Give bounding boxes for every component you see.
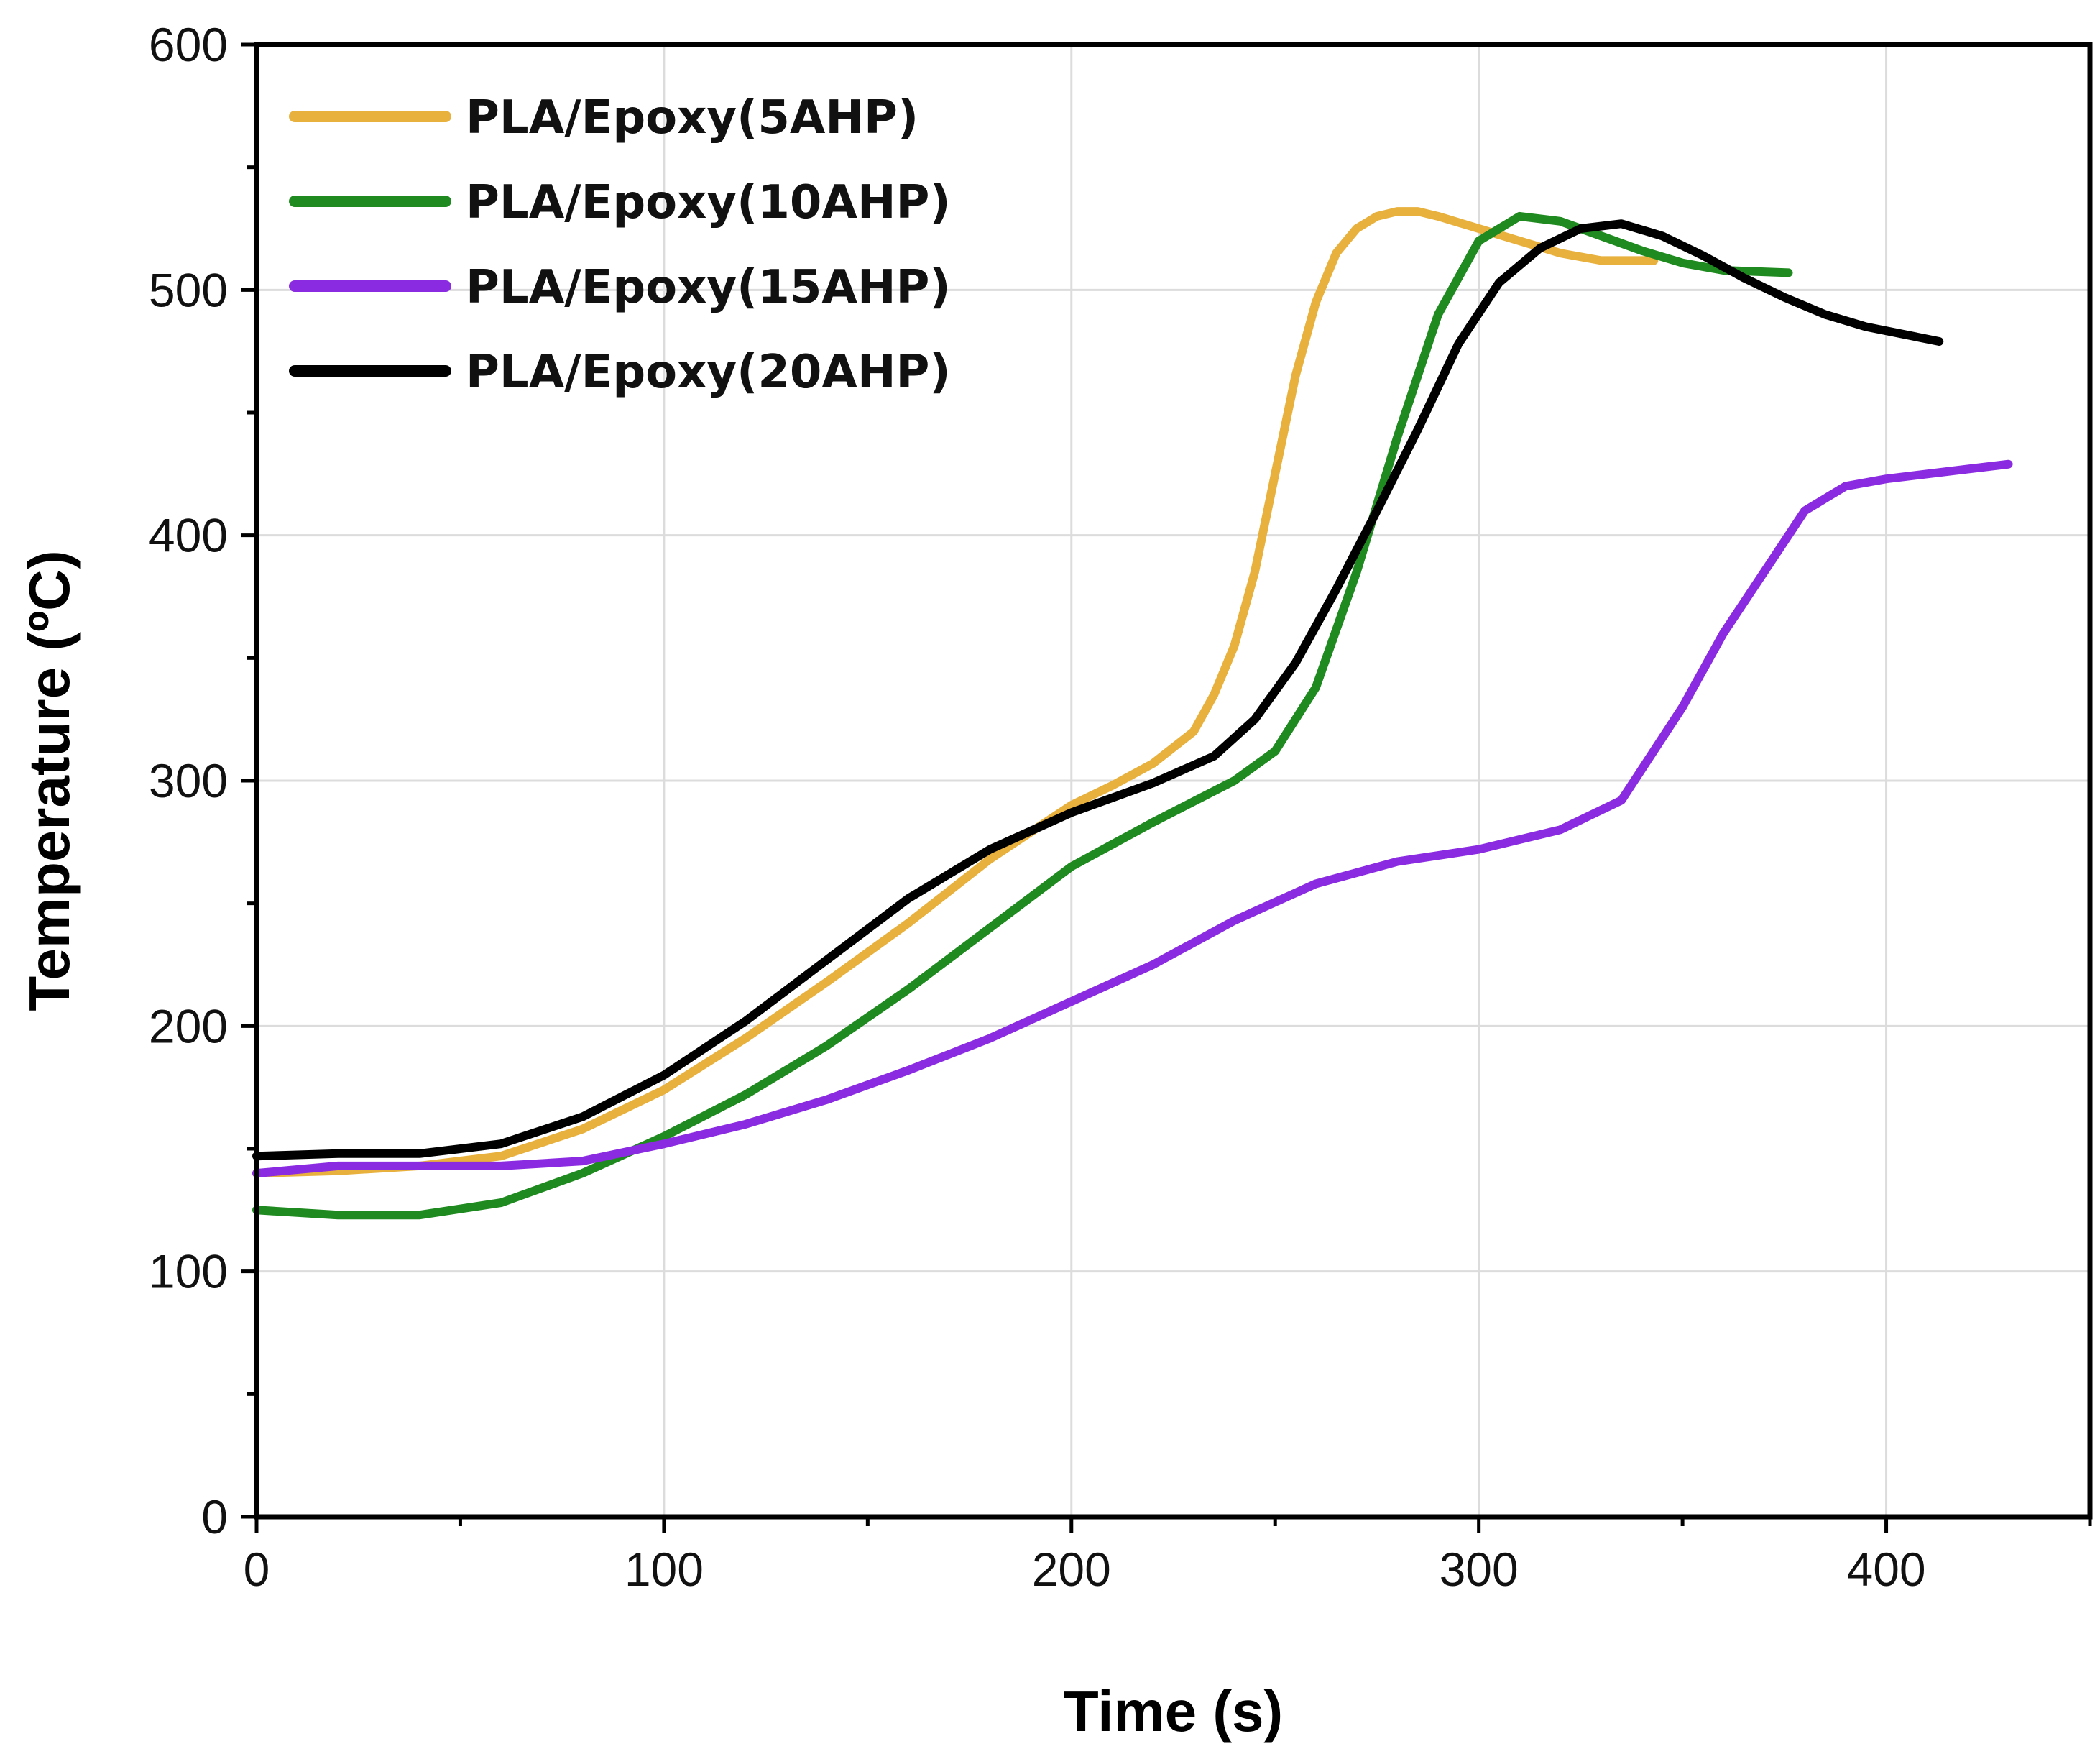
series-line-4 <box>252 219 1944 1161</box>
y-tick-label: 600 <box>149 18 228 71</box>
y-axis-tick-labels: 0 100 200 300 400 500 600 <box>149 18 228 1543</box>
x-tick-label: 300 <box>1440 1543 1519 1596</box>
x-axis-title: Time (s) <box>1064 1679 1283 1743</box>
y-tick-label: 200 <box>149 999 228 1052</box>
y-tick-label: 100 <box>149 1245 228 1298</box>
y-axis-title: Temperature (ºC) <box>17 550 81 1011</box>
legend-item: PLA/Epoxy(20AHP) <box>289 346 951 399</box>
legend-label: PLA/Epoxy(5AHP) <box>466 91 918 144</box>
legend-item: PLA/Epoxy(15AHP) <box>289 261 951 314</box>
x-tick-label: 100 <box>625 1543 704 1596</box>
legend-item: PLA/Epoxy(5AHP) <box>289 91 918 144</box>
y-tick-label: 300 <box>149 754 228 807</box>
legend-label: PLA/Epoxy(20AHP) <box>466 346 951 399</box>
x-tick-label: 400 <box>1846 1543 1925 1596</box>
grid-lines <box>257 45 2090 1517</box>
y-tick-label: 400 <box>149 509 228 562</box>
axis-ticks <box>241 42 2092 1533</box>
y-tick-label: 500 <box>149 263 228 316</box>
series-lines <box>252 207 2013 1220</box>
legend-item: PLA/Epoxy(10AHP) <box>289 176 951 229</box>
series-line-1 <box>252 207 1659 1178</box>
series-line-2 <box>252 211 1793 1220</box>
legend: PLA/Epoxy(5AHP) PLA/Epoxy(10AHP) PLA/Epoxy… <box>289 91 951 399</box>
legend-label: PLA/Epoxy(10AHP) <box>466 176 951 229</box>
series-line-3 <box>252 459 2013 1178</box>
x-tick-label: 200 <box>1032 1543 1111 1596</box>
x-axis-tick-labels: 0 100 200 300 400 <box>244 1543 1926 1596</box>
y-tick-label: 0 <box>201 1490 228 1543</box>
x-tick-label: 0 <box>244 1543 270 1596</box>
legend-label: PLA/Epoxy(15AHP) <box>466 261 951 314</box>
